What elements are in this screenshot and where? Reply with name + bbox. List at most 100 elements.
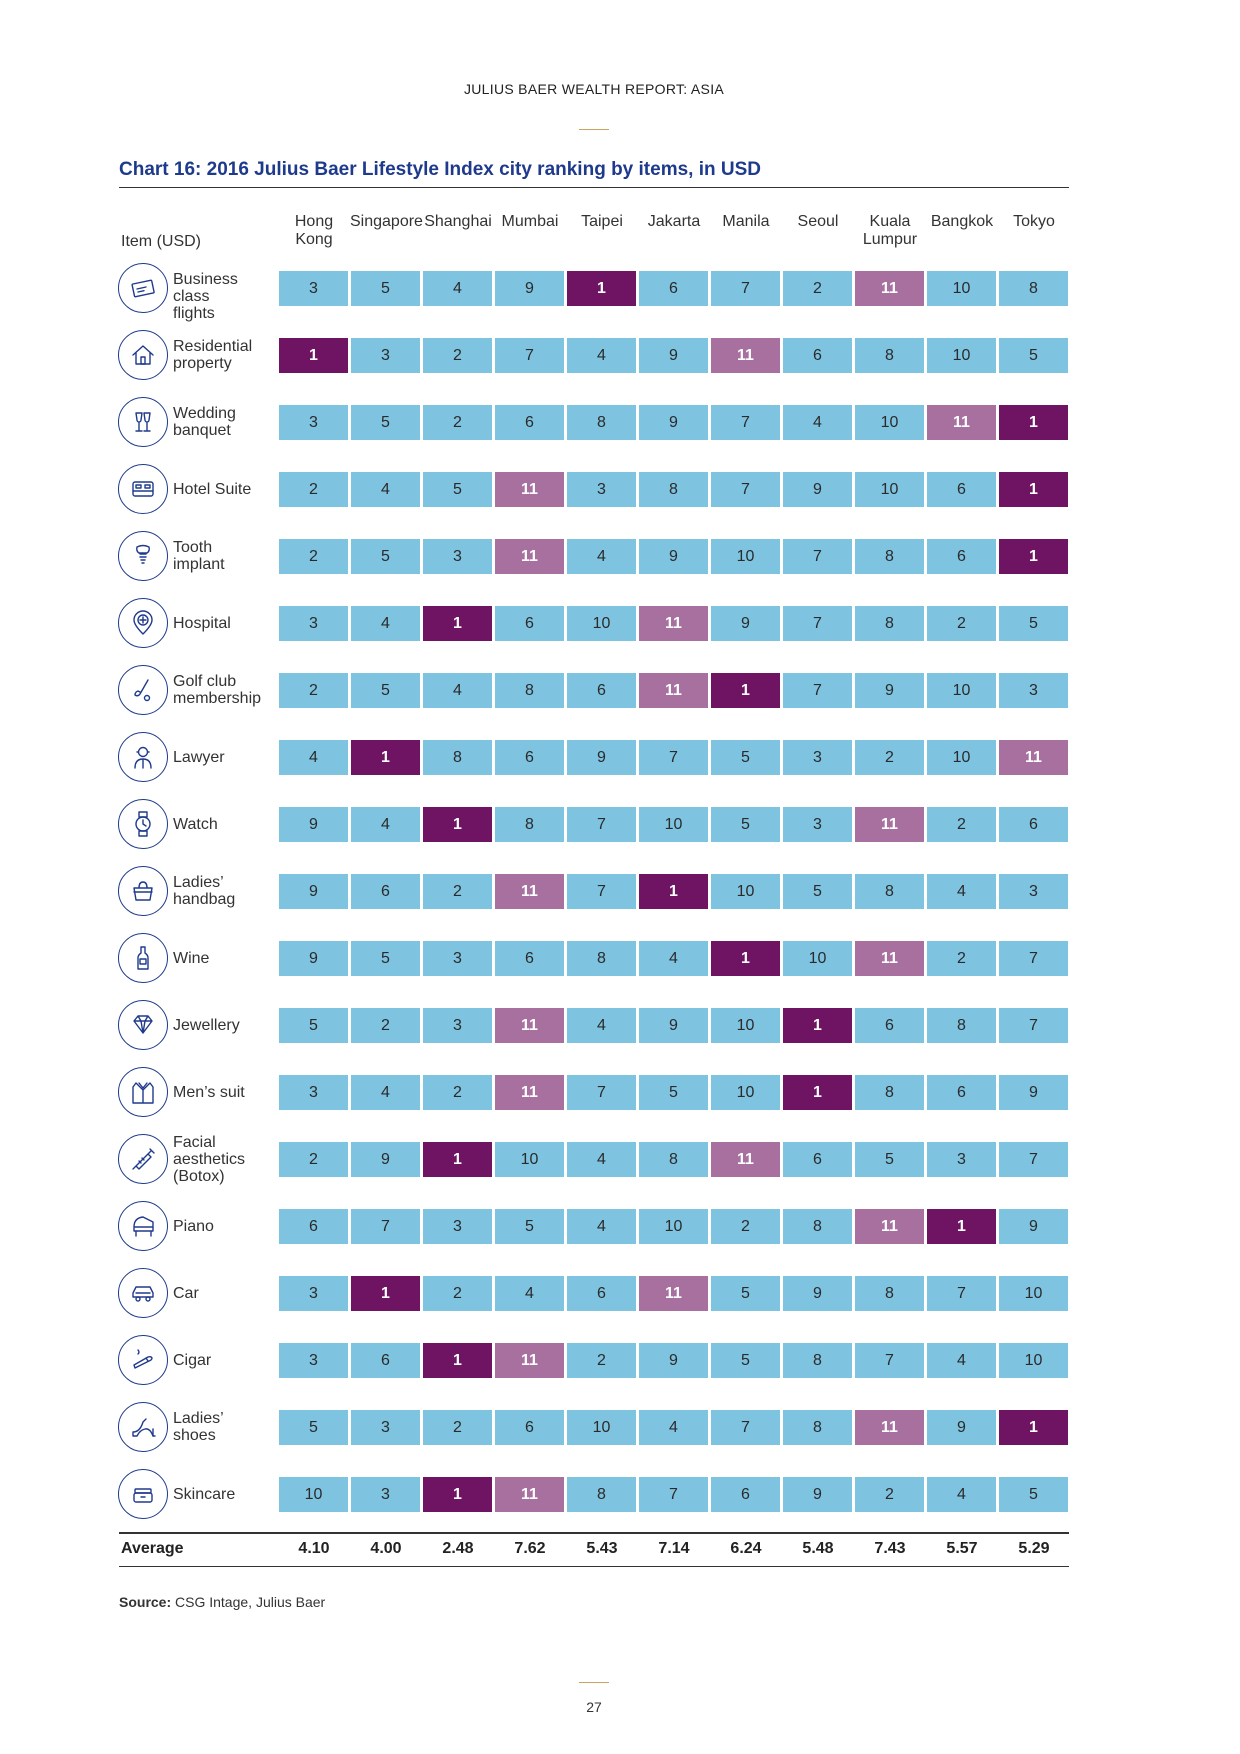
row-label-line: Facial — [173, 1133, 216, 1151]
rank-cell: 8 — [639, 1142, 708, 1177]
rank-cell: 8 — [855, 539, 924, 574]
rank-cell: 11 — [639, 606, 708, 641]
rank-cell: 6 — [783, 1142, 852, 1177]
rank-cell: 4 — [351, 472, 420, 507]
column-header-line: Seoul — [797, 213, 839, 230]
rank-cell: 7 — [711, 472, 780, 507]
rank-cell: 5 — [855, 1142, 924, 1177]
item-column-header: Item (USD) — [121, 233, 201, 250]
rank-cell: 8 — [495, 673, 564, 708]
rank-cell: 6 — [495, 941, 564, 976]
rank-cell: 7 — [711, 405, 780, 440]
rank-cell: 9 — [783, 472, 852, 507]
rank-cell: 2 — [711, 1209, 780, 1244]
rank-cell: 9 — [351, 1142, 420, 1177]
rank-cell: 1 — [711, 941, 780, 976]
rank-cell: 8 — [567, 405, 636, 440]
row-label-line: Wedding — [173, 405, 236, 422]
rank-cell: 10 — [999, 1343, 1068, 1378]
rank-cell: 8 — [927, 1008, 996, 1043]
column-header-shanghai: Shanghai — [422, 213, 494, 231]
row-label-line: flights — [173, 305, 215, 322]
rank-cell: 10 — [711, 1008, 780, 1043]
column-header-hong-kong: Hong Kong — [278, 213, 350, 249]
rank-cell: 8 — [495, 807, 564, 842]
rank-cell: 10 — [639, 807, 708, 842]
rank-cell: 2 — [927, 606, 996, 641]
rank-cell: 5 — [279, 1410, 348, 1445]
house-icon — [118, 330, 168, 380]
rank-cell: 2 — [423, 1075, 492, 1110]
average-value: 7.62 — [514, 1540, 546, 1557]
row-label-line: Ladies’ — [173, 874, 224, 891]
rank-cell: 10 — [927, 338, 996, 373]
rank-cell: 11 — [495, 874, 564, 909]
rank-cell: 1 — [423, 807, 492, 842]
row-label: Skincare — [173, 1486, 273, 1503]
average-value: 4.10 — [298, 1540, 330, 1557]
rank-cell: 9 — [855, 673, 924, 708]
row-label: Tooth implant — [173, 539, 273, 573]
rank-cell: 3 — [279, 606, 348, 641]
rank-cell: 9 — [711, 606, 780, 641]
column-header-line: Bangkok — [930, 213, 994, 230]
rank-cell: 7 — [999, 1142, 1068, 1177]
average-value: 2.48 — [442, 1540, 474, 1557]
rank-cell: 4 — [351, 606, 420, 641]
rank-cell: 4 — [423, 271, 492, 306]
rank-cell: 5 — [495, 1209, 564, 1244]
source-note: Source: CSG Intage, Julius Baer — [119, 1594, 325, 1610]
rank-cell: 11 — [495, 1343, 564, 1378]
rank-cell: 2 — [855, 1477, 924, 1512]
column-header-line: Kong — [295, 231, 333, 248]
rank-cell: 4 — [495, 1276, 564, 1311]
rank-cell: 3 — [423, 1209, 492, 1244]
rank-cell: 4 — [423, 673, 492, 708]
rank-cell: 1 — [999, 405, 1068, 440]
rank-cell: 2 — [279, 539, 348, 574]
suit-icon — [118, 1067, 168, 1117]
rank-cell: 1 — [999, 1410, 1068, 1445]
average-value: 7.14 — [658, 1540, 690, 1557]
row-label: Watch — [173, 816, 273, 833]
average-value: 5.43 — [586, 1540, 618, 1557]
row-label: Piano — [173, 1218, 273, 1235]
rank-cell: 8 — [783, 1209, 852, 1244]
rank-cell: 5 — [279, 1008, 348, 1043]
rank-cell: 11 — [711, 338, 780, 373]
rank-cell: 1 — [999, 539, 1068, 574]
rank-cell: 3 — [279, 405, 348, 440]
column-header-line: Lumpur — [862, 231, 918, 248]
page-number: 27 — [586, 1699, 602, 1715]
handbag-icon — [118, 866, 168, 916]
row-label-line: membership — [173, 690, 262, 707]
rank-cell: 11 — [927, 405, 996, 440]
rank-cell: 4 — [567, 539, 636, 574]
rank-cell: 8 — [999, 271, 1068, 306]
rank-cell: 3 — [783, 807, 852, 842]
column-header-line: Kuala — [869, 213, 911, 230]
rank-cell: 3 — [279, 271, 348, 306]
rank-cell: 2 — [927, 807, 996, 842]
rank-cell: 9 — [999, 1075, 1068, 1110]
rank-cell: 8 — [639, 472, 708, 507]
rank-cell: 10 — [639, 1209, 708, 1244]
rank-cell: 7 — [999, 941, 1068, 976]
cream-jar-icon — [118, 1469, 168, 1519]
column-header-line: Jakarta — [647, 213, 701, 230]
rank-cell: 4 — [927, 1477, 996, 1512]
rank-cell: 1 — [423, 1477, 492, 1512]
rank-cell: 1 — [423, 606, 492, 641]
rank-cell: 5 — [351, 271, 420, 306]
column-header-line: Singapore — [350, 213, 423, 230]
row-label: Ladies’ shoes — [173, 1410, 273, 1444]
rank-cell: 10 — [927, 271, 996, 306]
rank-cell: 9 — [495, 271, 564, 306]
rank-cell: 3 — [783, 740, 852, 775]
champagne-glasses-icon — [118, 397, 168, 447]
average-value: 5.57 — [946, 1540, 978, 1557]
average-label: Average — [121, 1540, 184, 1557]
rank-cell: 11 — [495, 1477, 564, 1512]
rank-cell: 6 — [495, 740, 564, 775]
rank-cell: 7 — [567, 1075, 636, 1110]
